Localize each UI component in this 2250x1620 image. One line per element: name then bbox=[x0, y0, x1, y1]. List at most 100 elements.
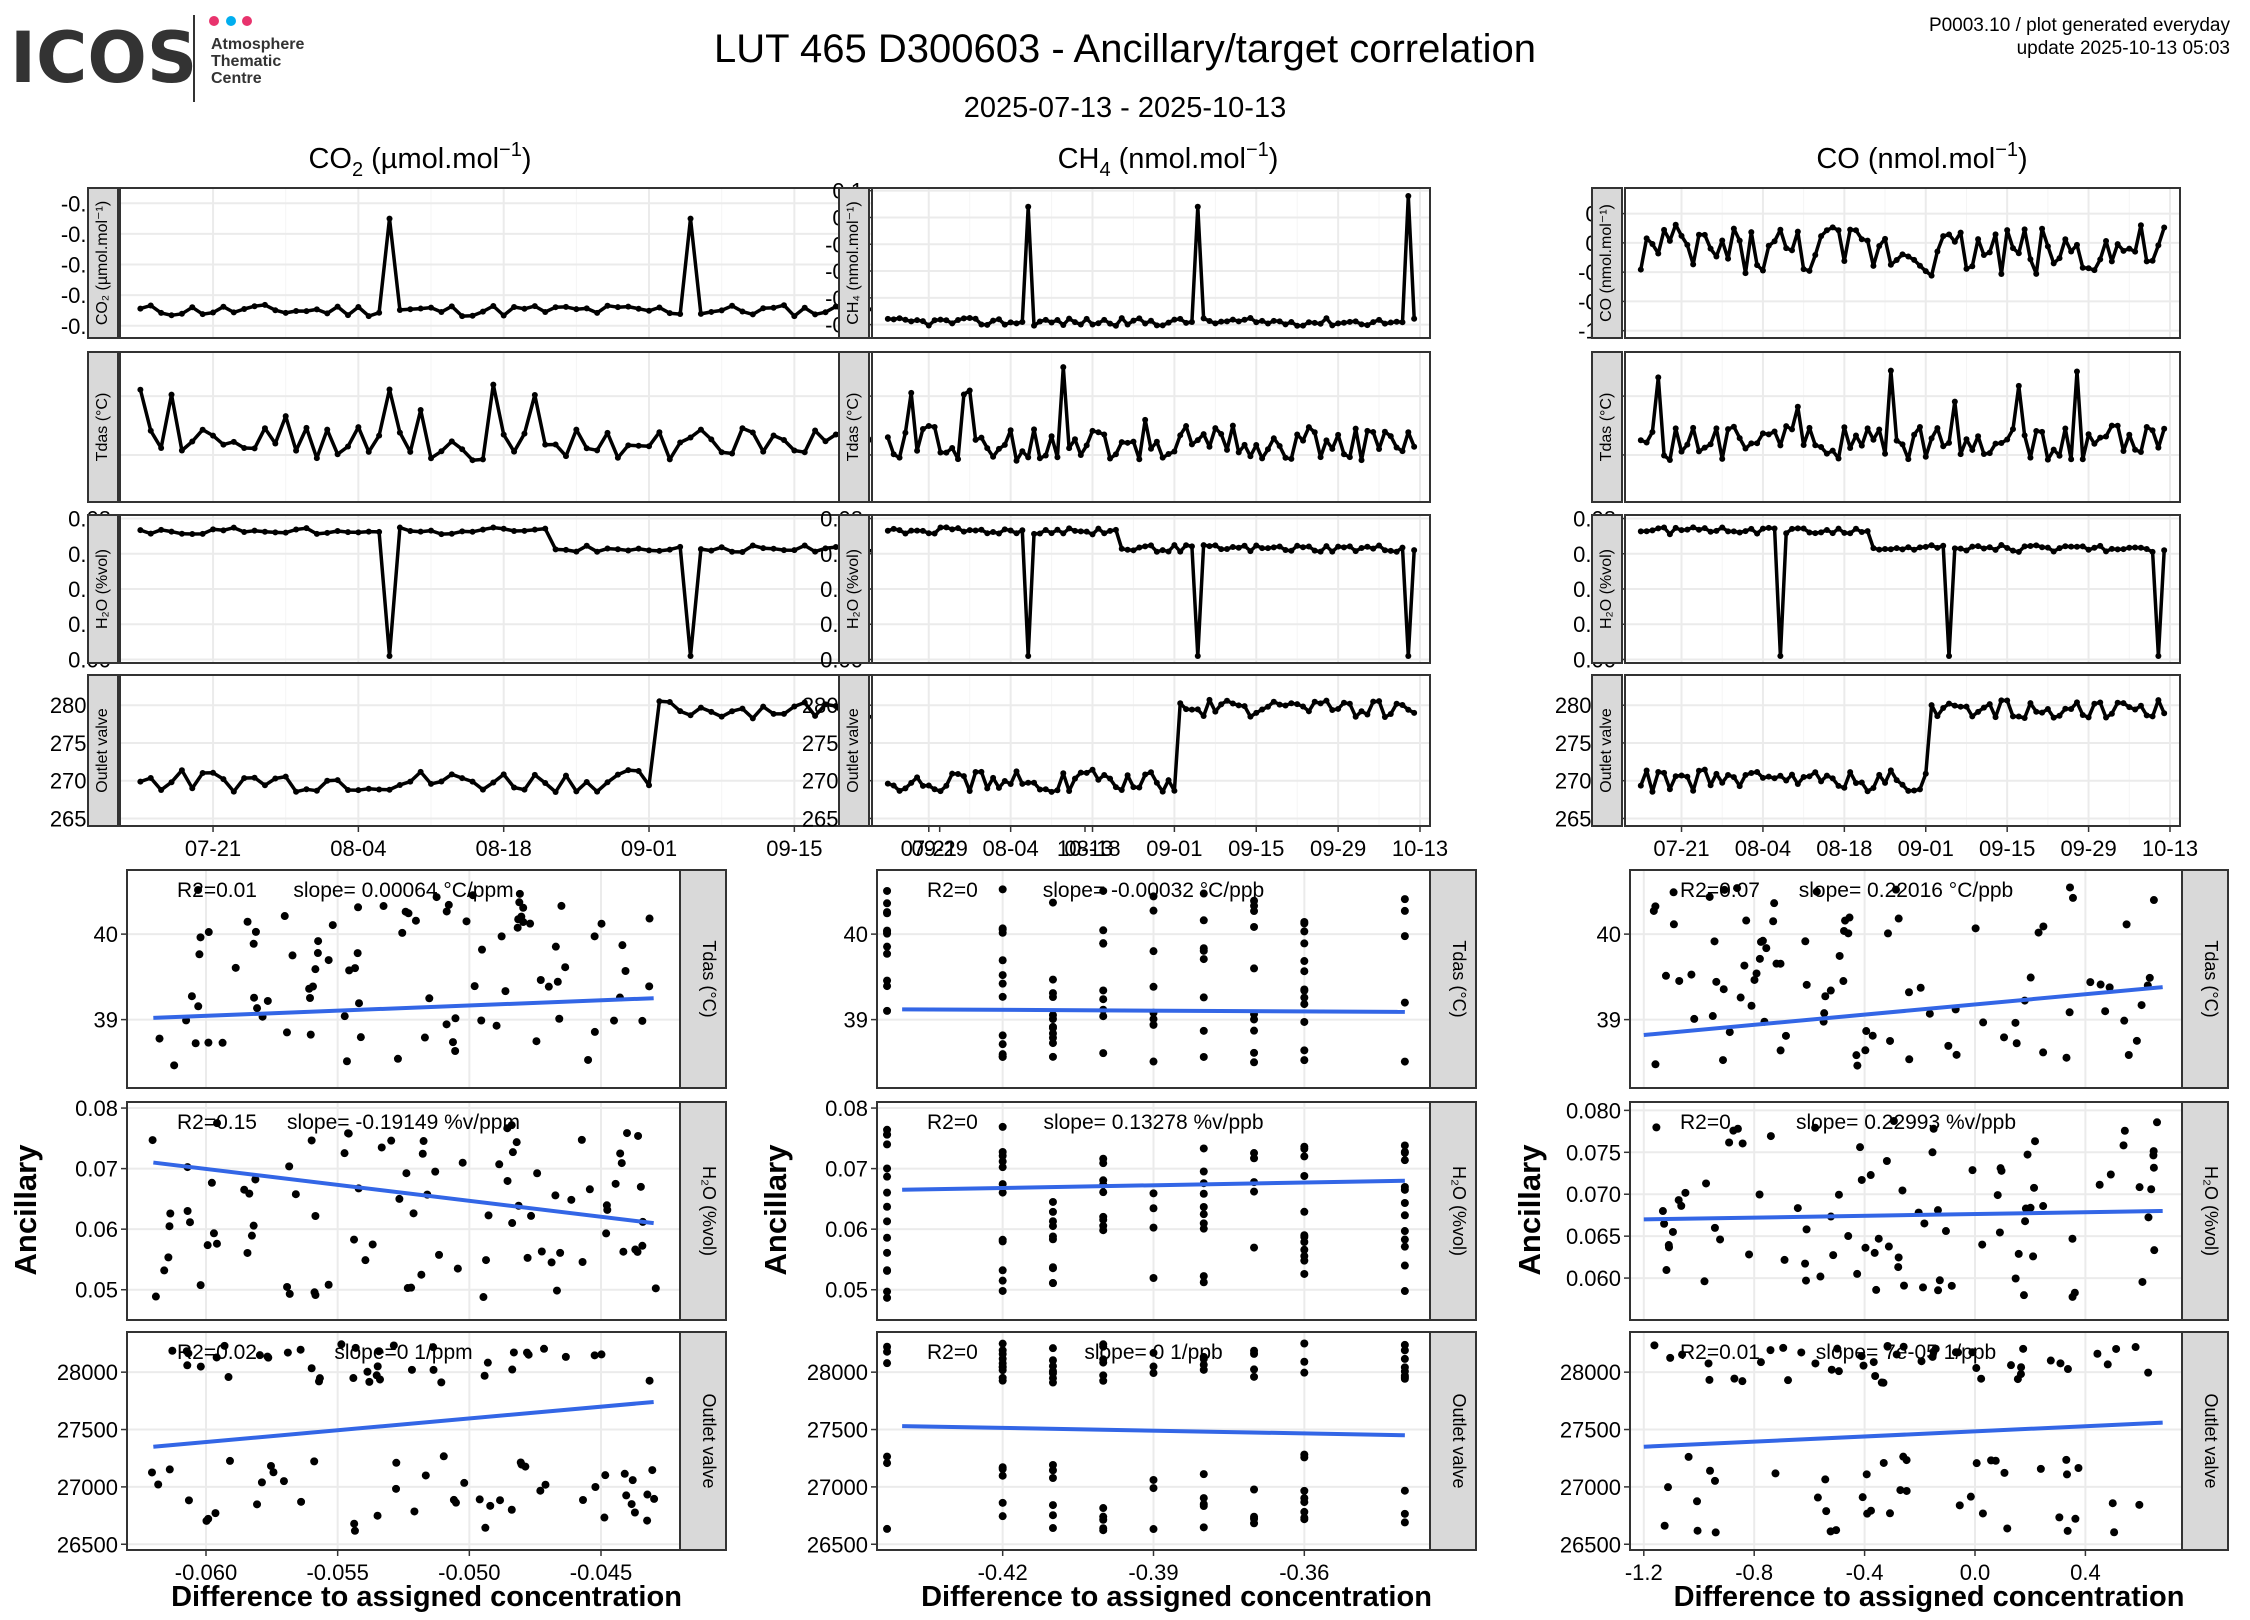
data-point bbox=[531, 526, 538, 533]
scatter-point bbox=[1874, 1234, 1883, 1243]
scatter-point bbox=[1400, 1148, 1409, 1157]
data-point bbox=[984, 530, 991, 537]
x-tick-label: 07-21 bbox=[901, 836, 957, 861]
data-point bbox=[1101, 530, 1108, 537]
scatter-point bbox=[1250, 1026, 1259, 1035]
data-point bbox=[2033, 708, 2040, 715]
data-point bbox=[1707, 245, 1714, 252]
data-point bbox=[2050, 548, 2057, 555]
scatter-point bbox=[577, 1135, 586, 1144]
data-point bbox=[1678, 232, 1685, 239]
scatter-point bbox=[883, 982, 892, 991]
strip bbox=[838, 674, 870, 827]
data-point bbox=[1148, 317, 1154, 324]
data-point bbox=[1358, 457, 1365, 464]
scatter-point bbox=[2106, 1170, 2115, 1179]
data-point bbox=[1294, 542, 1301, 549]
data-point bbox=[1835, 525, 1842, 532]
data-point bbox=[1399, 448, 1406, 455]
data-point bbox=[2009, 426, 2016, 433]
data-point bbox=[1323, 437, 1330, 444]
scatter-point bbox=[1934, 1286, 1943, 1295]
data-point bbox=[1812, 442, 1819, 449]
scatter-point bbox=[2103, 1360, 2112, 1369]
data-point bbox=[1777, 442, 1784, 449]
data-point bbox=[1759, 774, 1766, 781]
scatter-point bbox=[1955, 1501, 1964, 1510]
data-point bbox=[2073, 368, 2080, 375]
scatter-point bbox=[2046, 1356, 2055, 1365]
scatter-point bbox=[453, 1264, 462, 1273]
strip bbox=[2181, 1331, 2229, 1551]
data-point bbox=[1841, 529, 1848, 536]
strip-label: Tdas (°C) bbox=[1598, 393, 1615, 462]
scatter-point bbox=[1300, 1453, 1309, 1462]
data-point bbox=[1229, 544, 1236, 551]
y-tick-label: 28000 bbox=[57, 1360, 118, 1385]
data-point bbox=[1025, 652, 1032, 659]
scatter-point bbox=[2011, 1274, 2020, 1283]
data-point bbox=[2155, 444, 2162, 451]
scatter-point bbox=[307, 1136, 316, 1145]
data-point bbox=[937, 449, 944, 456]
data-point bbox=[687, 712, 694, 719]
data-point bbox=[1136, 456, 1143, 463]
data-point bbox=[2068, 248, 2075, 255]
scatter-point bbox=[623, 1129, 632, 1138]
data-point bbox=[1893, 777, 1900, 784]
data-point bbox=[448, 303, 455, 310]
scatter-point bbox=[1766, 1346, 1775, 1355]
data-point bbox=[1335, 431, 1342, 438]
data-point bbox=[646, 443, 653, 450]
scatter-point bbox=[1944, 1041, 1953, 1050]
data-point bbox=[1235, 449, 1242, 456]
scatter-point bbox=[883, 926, 892, 935]
scatter-point bbox=[231, 963, 240, 972]
x-tick-label: 07-21 bbox=[185, 836, 241, 861]
scatter-point bbox=[1662, 1266, 1671, 1275]
x-tick-label: 08-18 bbox=[1064, 836, 1120, 861]
data-point bbox=[1376, 446, 1383, 453]
data-point bbox=[1118, 545, 1125, 552]
data-point bbox=[1719, 455, 1726, 462]
data-point bbox=[1054, 787, 1061, 794]
logo-dot-icon bbox=[226, 16, 236, 26]
data-point bbox=[1183, 706, 1190, 713]
data-point bbox=[1870, 262, 1877, 269]
scatter-point bbox=[497, 932, 506, 941]
data-point bbox=[1066, 445, 1073, 452]
scatter-point bbox=[350, 1235, 359, 1244]
scatter-point bbox=[429, 1365, 438, 1374]
scatter-point bbox=[1736, 993, 1745, 1002]
data-point bbox=[697, 310, 704, 317]
scatter-point bbox=[307, 1364, 316, 1373]
scatter-point bbox=[1879, 1458, 1888, 1467]
data-point bbox=[914, 317, 921, 324]
data-point bbox=[1218, 318, 1225, 325]
data-point bbox=[2097, 542, 2104, 549]
data-point bbox=[890, 782, 897, 789]
data-point bbox=[1323, 315, 1330, 322]
panel-border bbox=[1624, 674, 2181, 827]
data-point bbox=[908, 318, 915, 325]
data-point bbox=[1405, 193, 1412, 200]
strip-label: Outlet valve bbox=[699, 1393, 719, 1488]
data-point bbox=[355, 529, 362, 536]
scatter-point bbox=[387, 1136, 396, 1145]
data-point bbox=[189, 530, 196, 537]
scatter-point bbox=[417, 1270, 426, 1279]
scatter-point bbox=[883, 1359, 892, 1368]
scatter-point bbox=[998, 885, 1007, 894]
data-point bbox=[2137, 544, 2144, 551]
data-point bbox=[189, 438, 196, 445]
scatter-point bbox=[1829, 1251, 1838, 1260]
data-point bbox=[1771, 775, 1778, 782]
scatter-point bbox=[643, 1516, 652, 1525]
data-point bbox=[542, 441, 549, 448]
data-point bbox=[1649, 527, 1656, 534]
scatter-point bbox=[207, 1178, 216, 1187]
scatter-point bbox=[517, 1460, 526, 1469]
scatter-point bbox=[1149, 1525, 1158, 1534]
scatter-point bbox=[1149, 1475, 1158, 1484]
scatter-point bbox=[590, 1351, 599, 1360]
